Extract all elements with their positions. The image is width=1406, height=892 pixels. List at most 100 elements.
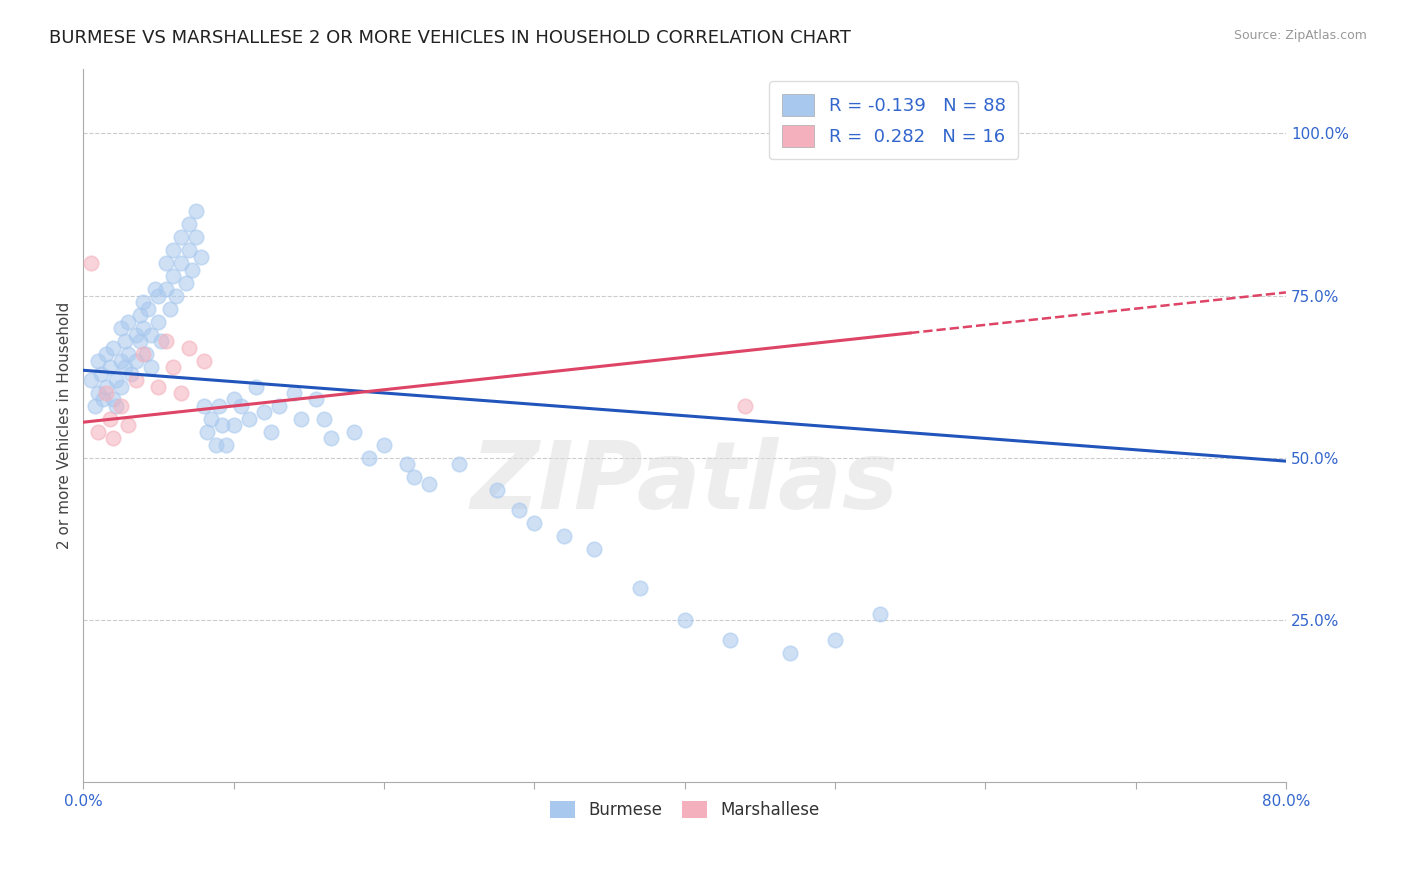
- Point: [117, 315, 139, 329]
- Point: [553, 529, 575, 543]
- Point: [136, 301, 159, 316]
- Point: [215, 438, 238, 452]
- Point: [184, 204, 207, 219]
- Point: [174, 276, 197, 290]
- Point: [170, 256, 193, 270]
- Text: BURMESE VS MARSHALLESE 2 OR MORE VEHICLES IN HOUSEHOLD CORRELATION CHART: BURMESE VS MARSHALLESE 2 OR MORE VEHICLE…: [49, 29, 851, 46]
- Point: [357, 450, 380, 465]
- Point: [94, 347, 117, 361]
- Point: [103, 432, 125, 446]
- Point: [211, 418, 233, 433]
- Point: [193, 399, 215, 413]
- Point: [395, 458, 418, 472]
- Point: [222, 392, 245, 407]
- Point: [148, 288, 170, 302]
- Point: [98, 359, 121, 374]
- Point: [193, 353, 215, 368]
- Point: [148, 379, 170, 393]
- Point: [267, 399, 290, 413]
- Point: [222, 418, 245, 433]
- Point: [260, 425, 283, 439]
- Point: [90, 367, 112, 381]
- Point: [110, 399, 132, 413]
- Point: [207, 399, 229, 413]
- Text: ZIPatlas: ZIPatlas: [471, 436, 898, 529]
- Point: [204, 438, 226, 452]
- Point: [184, 230, 207, 244]
- Point: [312, 412, 335, 426]
- Point: [245, 379, 267, 393]
- Point: [231, 399, 253, 413]
- Point: [373, 438, 395, 452]
- Point: [159, 301, 181, 316]
- Point: [190, 250, 212, 264]
- Point: [94, 379, 117, 393]
- Point: [162, 244, 184, 258]
- Point: [80, 373, 103, 387]
- Point: [305, 392, 328, 407]
- Point: [148, 315, 170, 329]
- Y-axis label: 2 or more Vehicles in Household: 2 or more Vehicles in Household: [58, 301, 72, 549]
- Legend: Burmese, Marshallese: Burmese, Marshallese: [543, 794, 827, 825]
- Point: [673, 613, 696, 627]
- Point: [402, 470, 425, 484]
- Point: [177, 217, 200, 231]
- Point: [200, 412, 222, 426]
- Point: [253, 405, 276, 419]
- Point: [139, 359, 162, 374]
- Point: [110, 379, 132, 393]
- Point: [170, 230, 193, 244]
- Point: [166, 288, 188, 302]
- Point: [120, 367, 142, 381]
- Point: [290, 412, 312, 426]
- Point: [94, 386, 117, 401]
- Point: [87, 425, 110, 439]
- Point: [84, 399, 107, 413]
- Point: [180, 262, 202, 277]
- Point: [283, 386, 305, 401]
- Point: [129, 308, 152, 322]
- Point: [177, 244, 200, 258]
- Point: [195, 425, 218, 439]
- Point: [125, 327, 148, 342]
- Point: [129, 334, 152, 348]
- Point: [583, 541, 606, 556]
- Point: [418, 476, 440, 491]
- Point: [170, 386, 193, 401]
- Point: [508, 503, 530, 517]
- Point: [103, 392, 125, 407]
- Point: [80, 256, 103, 270]
- Point: [162, 359, 184, 374]
- Point: [145, 282, 167, 296]
- Point: [98, 412, 121, 426]
- Point: [734, 399, 756, 413]
- Point: [117, 347, 139, 361]
- Point: [523, 516, 546, 530]
- Point: [321, 432, 343, 446]
- Text: Source: ZipAtlas.com: Source: ZipAtlas.com: [1233, 29, 1367, 42]
- Point: [135, 347, 157, 361]
- Point: [162, 269, 184, 284]
- Point: [132, 321, 155, 335]
- Point: [628, 581, 651, 595]
- Point: [125, 353, 148, 368]
- Point: [117, 418, 139, 433]
- Point: [132, 295, 155, 310]
- Point: [125, 373, 148, 387]
- Point: [105, 399, 128, 413]
- Point: [238, 412, 260, 426]
- Point: [105, 373, 128, 387]
- Point: [155, 334, 177, 348]
- Point: [779, 646, 801, 660]
- Point: [155, 282, 177, 296]
- Point: [139, 327, 162, 342]
- Point: [110, 353, 132, 368]
- Point: [87, 353, 110, 368]
- Point: [177, 341, 200, 355]
- Point: [110, 321, 132, 335]
- Point: [103, 341, 125, 355]
- Point: [485, 483, 508, 498]
- Point: [824, 632, 846, 647]
- Point: [132, 347, 155, 361]
- Point: [869, 607, 891, 621]
